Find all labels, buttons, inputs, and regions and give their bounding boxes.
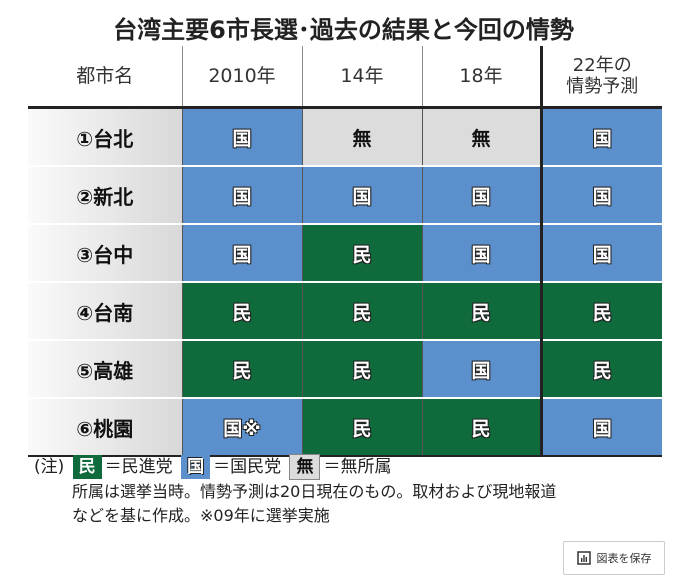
- result-2014-cell: 民: [301, 223, 422, 282]
- city-name-cell: ⑥桃園: [28, 397, 182, 457]
- city-name-cell: ①台北: [28, 106, 182, 166]
- city-name-cell: ④台南: [28, 281, 182, 340]
- result-2018-cell: 国: [421, 339, 541, 398]
- legend-dpp-chip: 民: [72, 455, 102, 479]
- result-2010-cell: 民: [181, 281, 302, 340]
- forecast-2022-cell: 国: [539, 397, 662, 457]
- header-2022-forecast: 22年の 情勢予測: [539, 46, 662, 108]
- forecast-2022-cell: 民: [539, 281, 662, 340]
- result-2014-cell: 民: [301, 397, 422, 457]
- header-2022-line1: 22年の: [572, 55, 632, 76]
- save-chart-label: 図表を保存: [596, 552, 652, 565]
- election-table: 都市名 2010年 14年 18年 22年の 情勢予測 ①台北国無無国 ②新北国国国…: [28, 46, 662, 457]
- result-2010-cell: 国※: [181, 397, 302, 457]
- header-2014: 14年: [301, 46, 422, 108]
- save-chart-button[interactable]: 図表を保存: [563, 541, 665, 575]
- result-2018-cell: 民: [421, 281, 541, 340]
- result-2018-cell: 国: [421, 165, 541, 224]
- header-2010: 2010年: [181, 46, 302, 108]
- bar-chart-icon: [576, 551, 591, 565]
- result-2010-cell: 国: [181, 106, 302, 166]
- result-2010-cell: 国: [181, 165, 302, 224]
- result-2018-cell: 無: [421, 106, 541, 166]
- table-row: ⑤高雄民民国民: [28, 339, 662, 398]
- notes: (注) 民＝民進党 国＝国民党 無＝無所属 所属は選挙当時。情勢予測は20日現在…: [34, 454, 556, 528]
- result-2014-cell: 無: [301, 106, 422, 166]
- header-2022-line2: 情勢予測: [566, 76, 639, 97]
- note-line-1: 所属は選挙当時。情勢予測は20日現在のもの。取材および現地報道: [72, 482, 557, 501]
- header-city: 都市名: [76, 64, 134, 87]
- table-row: ②新北国国国国: [28, 165, 662, 224]
- city-name-cell: ③台中: [28, 223, 182, 282]
- table-row: ①台北国無無国: [28, 106, 662, 166]
- legend-kmt-chip: 国: [181, 455, 211, 479]
- city-name-cell: ⑤高雄: [28, 339, 182, 398]
- table-row: ⑥桃園 国※ 民民国: [28, 397, 662, 457]
- header-row: 都市名 2010年 14年 18年 22年の 情勢予測: [28, 46, 662, 108]
- result-2014-cell: 民: [301, 339, 422, 398]
- note-prefix: (注): [34, 457, 65, 477]
- forecast-2022-cell: 国: [539, 223, 662, 282]
- result-2014-cell: 民: [301, 281, 422, 340]
- city-name-cell: ②新北: [28, 165, 182, 224]
- result-2010-cell: 国: [181, 223, 302, 282]
- legend-independent-label: ＝無所属: [323, 457, 392, 477]
- legend-independent-chip: 無: [289, 454, 321, 480]
- result-2018-cell: 民: [421, 397, 541, 457]
- result-2010-cell: 民: [181, 339, 302, 398]
- forecast-2022-cell: 民: [539, 339, 662, 398]
- result-2014-cell: 国: [301, 165, 422, 224]
- legend-kmt-label: ＝国民党: [213, 457, 282, 477]
- note-line-2: などを基に作成。※09年に選挙実施: [72, 506, 330, 525]
- result-2018-cell: 国: [421, 223, 541, 282]
- table-row: ③台中国民国国: [28, 223, 662, 282]
- forecast-2022-cell: 国: [539, 106, 662, 166]
- chart-title: 台湾主要6市長選･過去の結果と今回の情勢: [113, 16, 574, 44]
- table-row: ④台南民民民民: [28, 281, 662, 340]
- legend-dpp-label: ＝民進党: [104, 457, 173, 477]
- header-2018: 18年: [421, 46, 541, 108]
- forecast-2022-cell: 国: [539, 165, 662, 224]
- legend: (注) 民＝民進党 国＝国民党 無＝無所属: [34, 454, 556, 480]
